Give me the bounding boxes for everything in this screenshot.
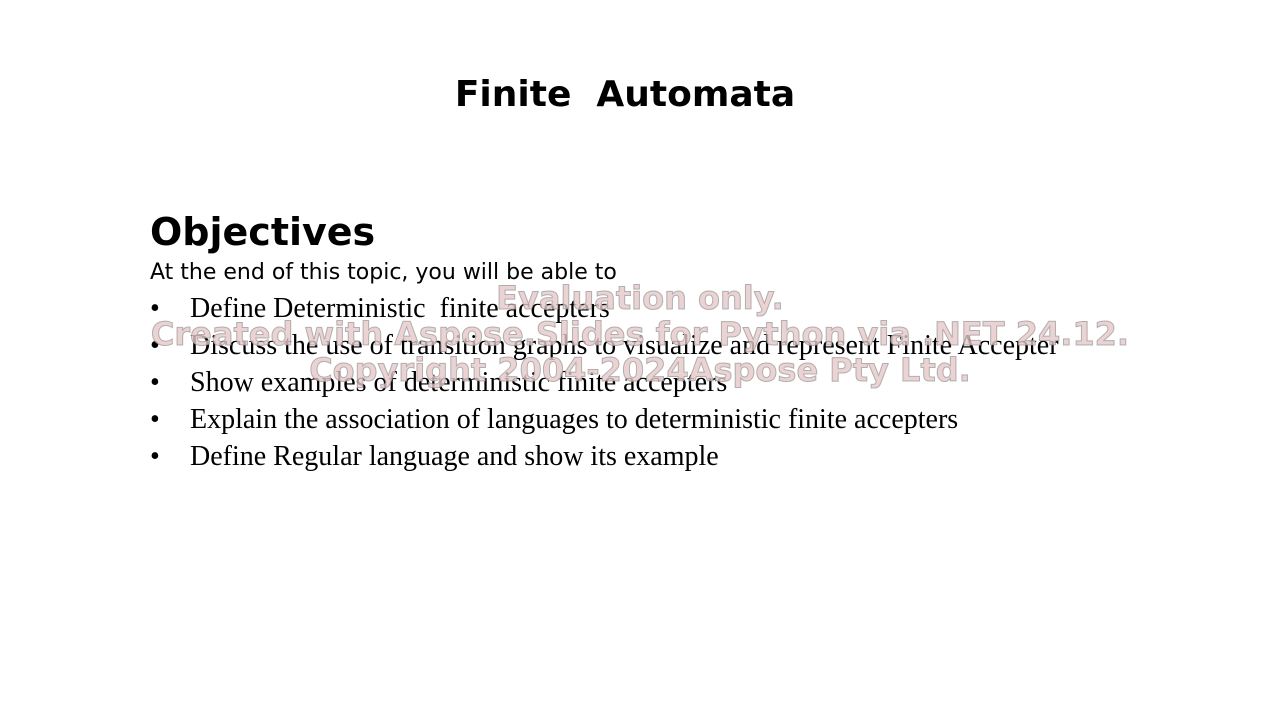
watermark-line: Created with Aspose.Slides for Python vi… xyxy=(150,315,1130,353)
bullet: Explain the association of languages to … xyxy=(150,401,1170,438)
intro: At the end of this topic, you will be ab… xyxy=(150,260,617,285)
title: Finite Automata xyxy=(454,74,796,115)
objectives-list: Define Deterministic finite acceptersDis… xyxy=(150,290,1170,475)
watermark-line: Evaluation only. xyxy=(496,279,785,317)
watermark-line: Copyright 2004-2024Aspose Pty Ltd. xyxy=(309,351,972,389)
bullet: Discuss the use of transition graphs to … xyxy=(150,327,1170,364)
heading: Objectives xyxy=(150,210,376,254)
bullet: Define Regular language and show its exa… xyxy=(150,438,1170,475)
bullet: Show examples of deterministic finite ac… xyxy=(150,364,1170,401)
watermark: Evaluation only. Created with Aspose.Sli… xyxy=(0,279,1280,389)
bullet: Define Deterministic finite accepters xyxy=(150,290,1170,327)
